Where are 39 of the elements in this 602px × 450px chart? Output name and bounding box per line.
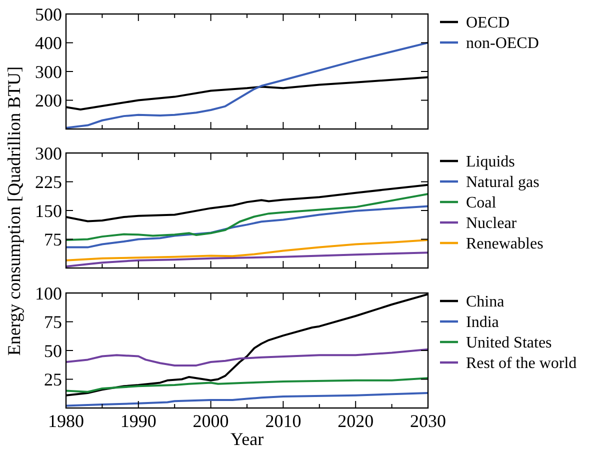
legend-label: Nuclear	[466, 215, 518, 232]
legend-label: Coal	[466, 194, 497, 212]
y-tick-label: 500	[35, 4, 62, 24]
y-tick-label: 300	[35, 143, 62, 164]
legend-label: OECD	[466, 14, 510, 32]
y-tick-label: 75	[44, 312, 62, 332]
y-tick-label: 200	[35, 90, 62, 111]
legend-label: China	[466, 294, 504, 311]
line-series	[66, 377, 428, 393]
legend-label: United States	[466, 334, 552, 352]
y-tick-label: 25	[44, 370, 62, 390]
y-tick-label: 75	[44, 230, 62, 250]
line-series	[66, 252, 428, 268]
y-tick-label: 300	[35, 62, 62, 82]
x-tick-label: 2010	[265, 411, 302, 431]
legend-label: Rest of the world	[466, 355, 577, 372]
x-axis-title: Year	[230, 429, 264, 449]
line-series	[66, 239, 428, 262]
legend-label: Renewables	[466, 236, 544, 253]
x-tick-label: 2030	[410, 411, 446, 431]
x-tick-label: 1980	[48, 411, 84, 431]
legend-label: India	[466, 314, 499, 332]
y-axis-title: Energy consumption [Quadrillion BTU]	[4, 66, 24, 356]
line-series	[66, 193, 428, 242]
line-series	[66, 42, 428, 129]
line-series	[66, 392, 428, 407]
legend-label: Natural gas	[466, 174, 540, 192]
y-tick-label: 50	[44, 340, 62, 361]
y-tick-label: 150	[35, 200, 62, 221]
line-series	[66, 348, 428, 366]
x-tick-label: 2000	[192, 411, 229, 431]
line-series	[66, 205, 428, 248]
x-tick-label: 1990	[120, 411, 156, 431]
y-tick-label: 225	[35, 172, 62, 192]
legend-label: Liquids	[466, 154, 515, 171]
legend-label: non-OECD	[466, 35, 539, 52]
y-tick-label: 100	[35, 283, 62, 304]
y-tick-label: 400	[35, 33, 62, 54]
x-tick-label: 2020	[338, 411, 374, 431]
